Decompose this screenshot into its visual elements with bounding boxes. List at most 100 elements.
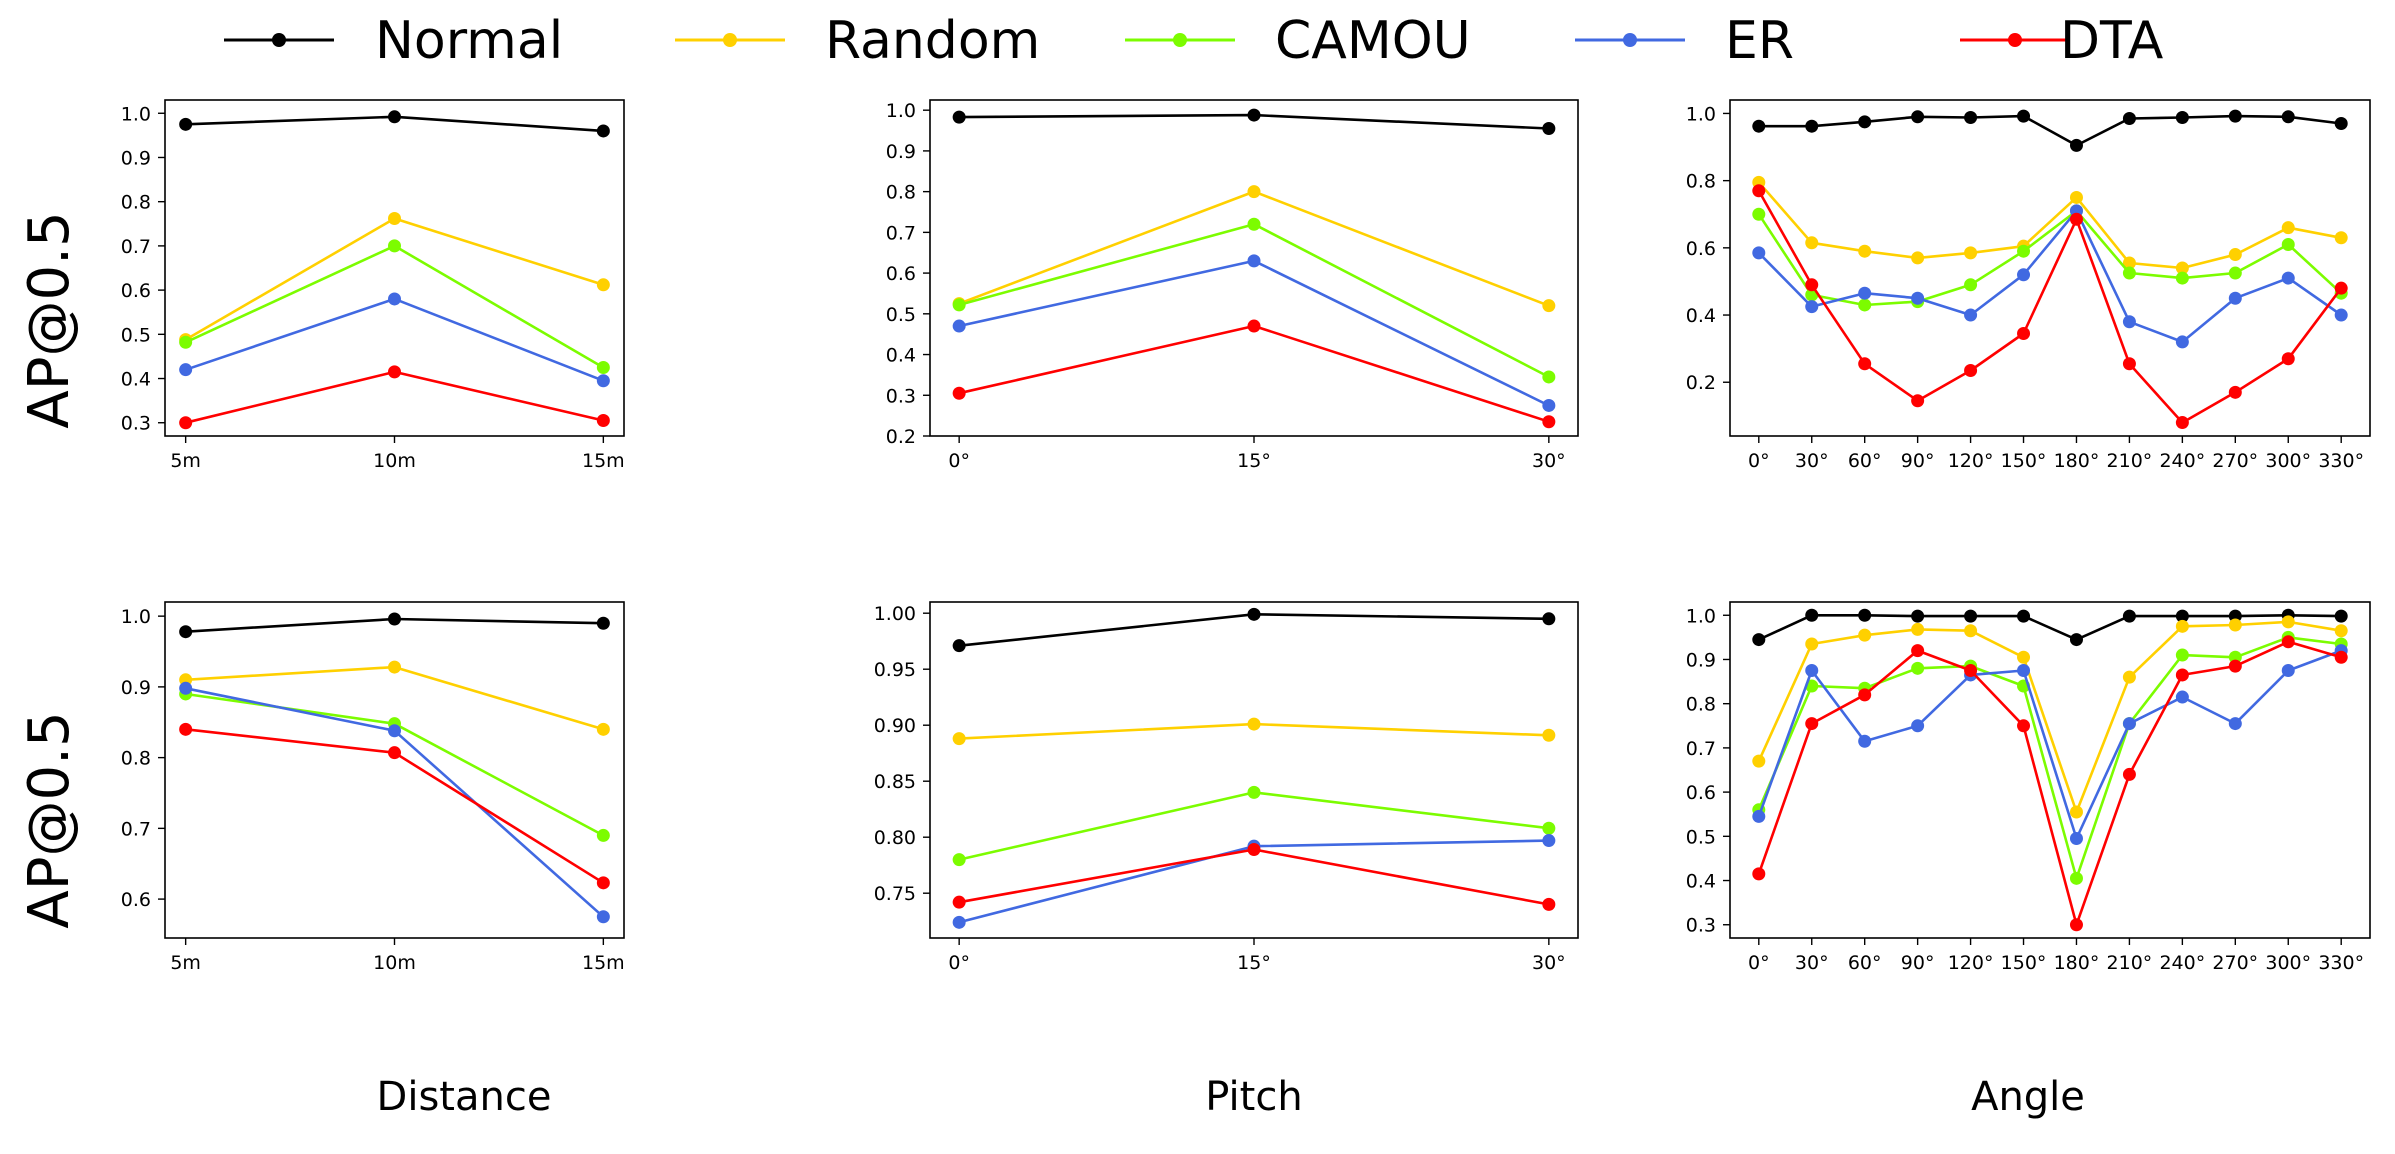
- legend-entry-random: Random: [675, 11, 1040, 71]
- series-er: [952, 254, 1556, 412]
- x-tick-label: 60°: [1848, 952, 1882, 974]
- x-tick-label: 10m: [373, 952, 416, 974]
- series-line-er: [958, 259, 1550, 407]
- data-point-er: [1752, 246, 1766, 260]
- series-random: [179, 211, 610, 347]
- legend-marker: [723, 33, 737, 47]
- data-point-random: [1542, 299, 1556, 313]
- x-tick-label: 150°: [2001, 952, 2047, 974]
- data-point-normal: [1805, 608, 1819, 622]
- y-tick-label: 0.2: [886, 426, 916, 448]
- data-point-er: [1858, 286, 1872, 300]
- x-tick-label: 210°: [2107, 450, 2153, 472]
- series-dta: [952, 843, 1556, 911]
- data-point-normal: [388, 110, 401, 124]
- data-point-normal: [596, 616, 610, 630]
- series-normal: [952, 607, 1556, 653]
- data-point-er: [596, 910, 610, 924]
- y-tick-label: 0.3: [1686, 915, 1716, 937]
- data-point-dta: [2334, 650, 2348, 664]
- data-point-random: [2228, 248, 2242, 262]
- x-tick-label: 270°: [2212, 952, 2258, 974]
- x-axis-label-pitch: Pitch: [1205, 1074, 1302, 1120]
- series-dta: [179, 722, 610, 890]
- x-tick-label: 30°: [1795, 450, 1829, 472]
- data-point-normal: [1858, 115, 1872, 129]
- x-tick-label: 210°: [2107, 952, 2153, 974]
- data-point-dta: [2122, 767, 2136, 781]
- x-tick-label: 150°: [2001, 450, 2047, 472]
- series-er: [179, 681, 610, 924]
- data-point-dta: [1752, 867, 1766, 881]
- plot-frame: [1729, 601, 2371, 939]
- subplots: 0.30.40.50.60.70.80.91.05m 10m 15m 0.2 0.3 0.…: [121, 99, 2371, 974]
- data-point-random: [2069, 805, 2083, 819]
- x-tick-label: 30°: [1795, 952, 1829, 974]
- data-point-er: [2281, 664, 2295, 678]
- data-point-normal: [952, 639, 966, 653]
- data-point-normal: [179, 625, 193, 639]
- data-point-dta: [1805, 717, 1819, 731]
- data-point-normal: [2175, 609, 2189, 623]
- legend: Normal Random CAMOU ER DTA: [224, 11, 2164, 71]
- series-dta: [1752, 635, 2348, 932]
- data-point-normal: [2017, 109, 2031, 123]
- data-point-dta: [2069, 918, 2083, 932]
- x-tick-label: 330°: [2318, 952, 2364, 974]
- y-tick-label: 0.75: [874, 883, 916, 905]
- x-tick-label: 15°: [1237, 450, 1271, 472]
- x-tick-label: 0°: [1748, 450, 1770, 472]
- series-line-dta: [958, 848, 1550, 906]
- data-point-dta: [1542, 415, 1556, 429]
- data-point-random: [2017, 650, 2031, 664]
- data-point-normal: [1805, 119, 1819, 133]
- y-tick-label: 0.95: [874, 659, 916, 681]
- y-tick-label: 0.9: [886, 141, 916, 163]
- series-line-dta: [1757, 190, 2343, 424]
- data-point-er: [2122, 315, 2136, 329]
- data-point-dta: [1964, 664, 1978, 678]
- data-point-random: [1247, 185, 1261, 199]
- x-tick-label: 0°: [1748, 952, 1770, 974]
- y-tick-label: 0.9: [1686, 649, 1716, 671]
- data-point-dta: [2122, 357, 2136, 371]
- data-point-er: [2334, 308, 2348, 322]
- plot-frame: [1729, 99, 2371, 437]
- y-tick-label: 0.8: [121, 748, 151, 770]
- series-line-camou: [1757, 636, 2342, 880]
- plot-frame: [929, 99, 1579, 437]
- data-point-normal: [1542, 612, 1556, 626]
- data-point-dta: [1858, 357, 1872, 371]
- data-point-normal: [179, 117, 193, 131]
- plot-frame: [164, 601, 625, 939]
- data-point-normal: [2069, 633, 2083, 647]
- series-camou: [1752, 630, 2348, 885]
- data-point-camou: [2228, 266, 2242, 280]
- x-tick-label: 15m: [582, 952, 625, 974]
- data-point-random: [2069, 190, 2083, 204]
- data-point-dta: [179, 416, 193, 430]
- series-normal: [1752, 109, 2348, 152]
- y-tick-label: 1.0: [121, 103, 151, 125]
- y-tick-label: 0.3: [886, 385, 916, 407]
- series-normal: [179, 612, 610, 639]
- data-point-er: [1858, 734, 1872, 748]
- y-tick-label: 0.4: [886, 345, 916, 367]
- y-tick-label: 0.8: [1686, 171, 1716, 193]
- x-tick-label: 15°: [1237, 952, 1271, 974]
- y-tick-label: 0.4: [121, 369, 151, 391]
- legend-entry-camou: CAMOU: [1125, 11, 1471, 71]
- data-point-random: [2281, 221, 2295, 235]
- x-tick-label: 240°: [2159, 450, 2205, 472]
- data-point-camou: [1752, 207, 1766, 221]
- y-tick-label: 0.7: [121, 236, 151, 258]
- series-normal: [179, 110, 610, 138]
- y-tick-label: 0.8: [886, 182, 916, 204]
- data-point-camou: [179, 335, 193, 349]
- data-point-normal: [596, 124, 610, 138]
- subplot-r0-c0: 0.3 0.4 0.5 0.6 0.7 0.8 0.9 1.0 5m 10m 15m: [121, 99, 625, 472]
- data-point-normal: [2122, 609, 2136, 623]
- y-tick-label: 1.0: [886, 100, 916, 122]
- data-point-normal: [2281, 110, 2295, 124]
- data-point-random: [1805, 637, 1819, 651]
